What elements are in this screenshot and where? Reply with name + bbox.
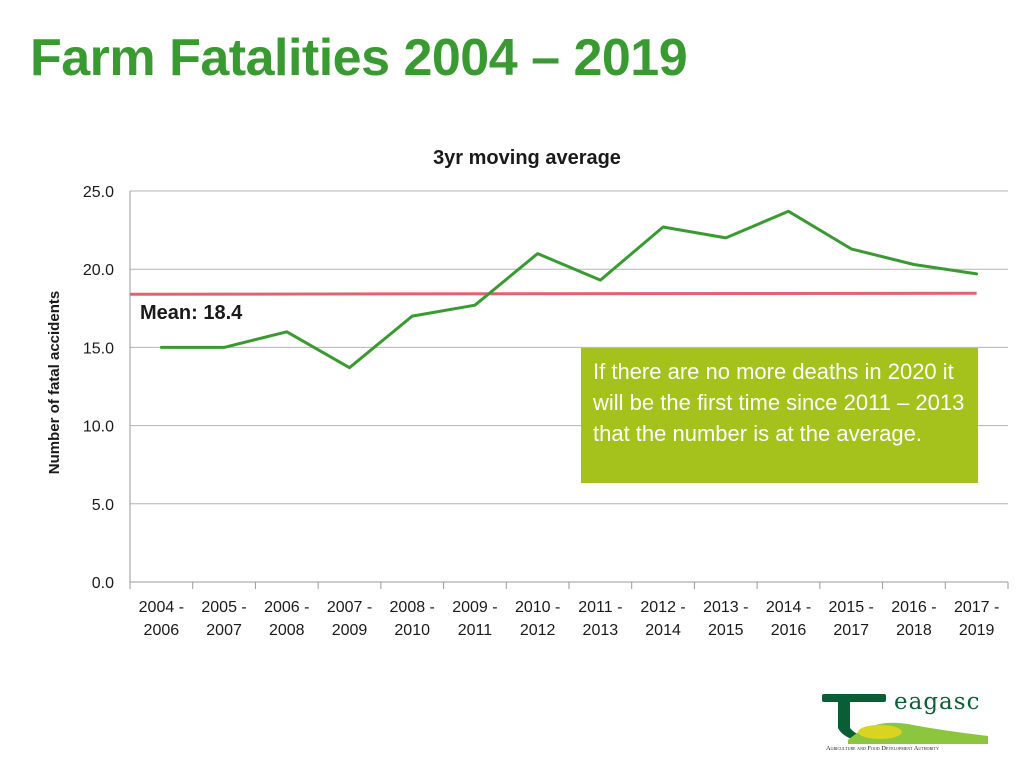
x-tick-label: 2006 -: [264, 599, 309, 616]
x-tick-label: 2008: [269, 622, 305, 639]
logo-sun-icon: [858, 725, 902, 739]
chart-title: 3yr moving average: [433, 147, 621, 169]
mean-label: Mean: 18.4: [140, 302, 243, 324]
y-tick-label: 20.0: [83, 262, 114, 279]
x-tick-label: 2007 -: [327, 599, 372, 616]
x-tick-label: 2019: [959, 622, 995, 639]
logo-emblem-icon: [822, 694, 988, 744]
x-tick-label: 2017 -: [954, 599, 999, 616]
x-tick-label: 2015: [708, 622, 744, 639]
y-axis-label: Number of fatal accidents: [46, 291, 63, 474]
x-tick-label: 2010 -: [515, 599, 560, 616]
x-tick-label: 2008 -: [390, 599, 435, 616]
x-tick-label: 2011 -: [578, 599, 622, 616]
mean-line: [129, 291, 977, 296]
slide-title: Farm Fatalities 2004 – 2019: [30, 29, 688, 87]
x-tick-label: 2006: [144, 622, 180, 639]
x-tick-label: 2012: [520, 622, 556, 639]
x-tick-label: 2015 -: [829, 599, 874, 616]
x-tick-label: 2004 -: [139, 599, 184, 616]
x-tick-label: 2017: [833, 622, 869, 639]
x-tick-label: 2016 -: [891, 599, 936, 616]
series-line: [159, 209, 979, 370]
x-tick-label: 2018: [896, 622, 932, 639]
x-tick-label: 2013: [583, 622, 619, 639]
callout-text: If there are no more deaths in 2020 it w…: [593, 359, 965, 446]
y-tick-label: 5.0: [92, 497, 114, 514]
x-tick-label: 2014 -: [766, 599, 811, 616]
x-tick-label: 2009: [332, 622, 368, 639]
x-tick-label: 2009 -: [452, 599, 497, 616]
x-tick-label: 2005 -: [201, 599, 246, 616]
logo-bar-icon: [822, 694, 886, 702]
y-tick-label: 25.0: [83, 184, 114, 201]
x-tick-label: 2010: [394, 622, 430, 639]
teagasc-logo: eagasc Agriculture and Food Development …: [818, 688, 998, 758]
logo-stem-icon: [838, 702, 888, 744]
x-tick-label: 2013 -: [703, 599, 748, 616]
y-tick-label: 0.0: [92, 575, 114, 592]
logo-tagline: Agriculture and Food Development Authori…: [826, 745, 939, 752]
x-tick-label: 2011: [458, 622, 493, 639]
x-tick-label: 2012 -: [640, 599, 685, 616]
callout-box: If there are no more deaths in 2020 it w…: [581, 348, 978, 483]
logo-wordmark: eagasc: [894, 689, 981, 715]
y-tick-label: 10.0: [83, 419, 114, 436]
x-tick-label: 2007: [206, 622, 242, 639]
x-tick-label: 2014: [645, 622, 681, 639]
y-tick-label: 15.0: [83, 340, 114, 357]
x-tick-label: 2016: [771, 622, 807, 639]
